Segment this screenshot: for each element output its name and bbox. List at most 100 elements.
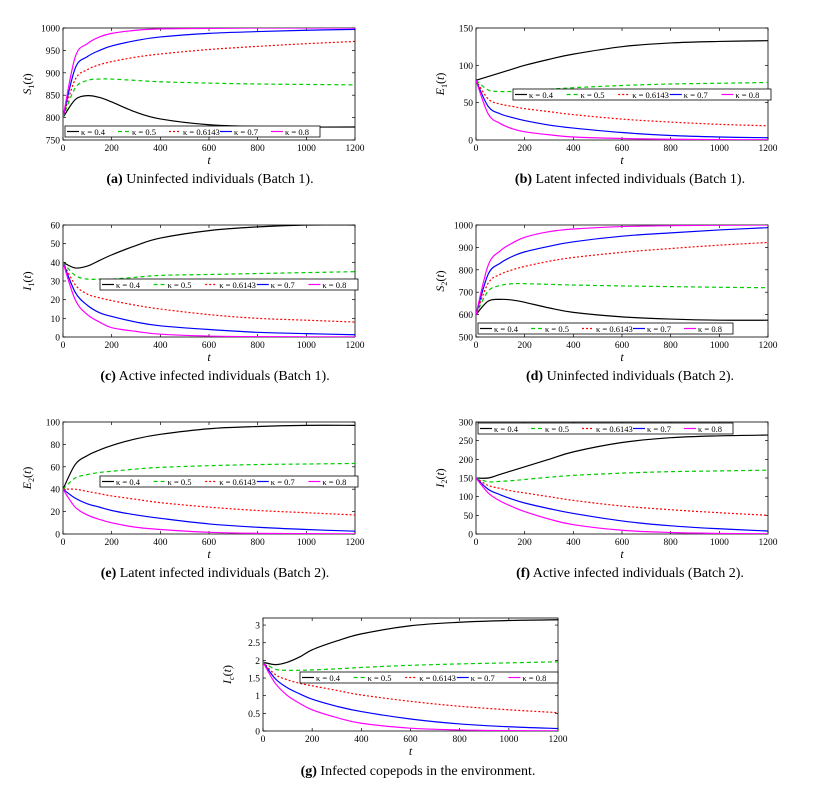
series-line-k05 bbox=[476, 469, 768, 483]
legend-box bbox=[64, 125, 321, 138]
series-line-k05 bbox=[63, 78, 355, 118]
x-tick-label: 400 bbox=[566, 341, 581, 351]
x-tick-label: 800 bbox=[251, 144, 266, 154]
x-tick-label: 200 bbox=[518, 538, 533, 548]
series-line-k06143 bbox=[263, 661, 558, 714]
y-tick-label: 0 bbox=[468, 137, 473, 147]
x-tick-label: 0 bbox=[61, 341, 66, 351]
y-axis-label: I1(t) bbox=[20, 271, 36, 291]
x-tick-label: 1200 bbox=[549, 735, 568, 745]
x-tick-label: 0 bbox=[474, 341, 479, 351]
y-tick-label: 850 bbox=[46, 92, 61, 102]
x-tick-label: 600 bbox=[403, 735, 418, 745]
y-axis-label: E1(t) bbox=[433, 73, 449, 97]
series-line-k06143 bbox=[63, 262, 355, 323]
y-tick-label: 0.5 bbox=[248, 710, 260, 720]
plot-frame bbox=[62, 27, 356, 141]
legend: κ = 0.4 κ = 0.5 κ = 0.6143 κ = 0.7 κ = 0.8 bbox=[64, 125, 321, 138]
y-tick-label: 60 bbox=[51, 463, 61, 473]
series-line-k07 bbox=[476, 227, 768, 315]
x-axis-label: t bbox=[620, 350, 624, 364]
figure-caption: (b) Latent infected individuals (Batch 1… bbox=[515, 172, 745, 187]
x-tick-label: 200 bbox=[105, 538, 120, 548]
legend-label: κ = 0.4 bbox=[529, 90, 554, 100]
series-line-k08 bbox=[263, 661, 558, 731]
series-line-k05 bbox=[63, 462, 355, 490]
x-tick-label: 1000 bbox=[297, 341, 316, 351]
legend-label: κ = 0.8 bbox=[735, 90, 759, 100]
x-tick-label: 1200 bbox=[759, 144, 778, 154]
legend: κ = 0.4 κ = 0.5 κ = 0.6143 κ = 0.7 κ = 0.8 bbox=[477, 322, 734, 335]
y-tick-label: 700 bbox=[459, 289, 474, 299]
x-tick-label: 1000 bbox=[710, 341, 729, 351]
x-tick-label: 1000 bbox=[499, 735, 518, 745]
x-tick-label: 600 bbox=[202, 341, 217, 351]
x-tick-label: 1200 bbox=[346, 341, 365, 351]
x-tick-label: 400 bbox=[153, 341, 168, 351]
legend-label: κ = 0.8 bbox=[522, 673, 546, 683]
series-line-k05 bbox=[476, 282, 768, 315]
legend-label: κ = 0.8 bbox=[322, 280, 346, 290]
y-tick-label: 100 bbox=[459, 62, 474, 72]
y-tick-label: 900 bbox=[459, 244, 474, 254]
x-tick-label: 800 bbox=[664, 341, 679, 351]
x-tick-label: 200 bbox=[305, 735, 320, 745]
y-tick-label: 800 bbox=[459, 266, 474, 276]
legend-label: κ = 0.5 bbox=[168, 280, 192, 290]
legend-label: κ = 0.6143 bbox=[219, 477, 256, 487]
series-line-k06143 bbox=[63, 40, 355, 118]
figure-caption: (g) Infected copepods in the environment… bbox=[301, 764, 536, 779]
caption-text: Active infected individuals (Batch 1). bbox=[116, 369, 330, 384]
x-tick-label: 800 bbox=[664, 144, 679, 154]
legend-label: κ = 0.7 bbox=[271, 280, 295, 290]
series-line-k08 bbox=[476, 225, 768, 315]
series-line-k06143 bbox=[476, 477, 768, 516]
series-line-k07 bbox=[263, 661, 558, 730]
legend-label: κ = 0.4 bbox=[116, 280, 141, 290]
legend-box bbox=[299, 671, 559, 684]
y-tick-label: 30 bbox=[51, 278, 61, 288]
y-axis-label: S2(t) bbox=[433, 270, 449, 291]
legend-label: κ = 0.7 bbox=[647, 424, 671, 434]
x-tick-label: 0 bbox=[474, 538, 479, 548]
x-tick-label: 600 bbox=[202, 144, 217, 154]
y-tick-label: 10 bbox=[51, 315, 61, 325]
y-tick-label: 40 bbox=[51, 486, 61, 496]
y-tick-label: 1.5 bbox=[248, 675, 260, 685]
series-line-k04 bbox=[263, 619, 558, 666]
y-tick-label: 500 bbox=[459, 334, 474, 344]
y-tick-label: 0 bbox=[255, 728, 260, 738]
legend-label: κ = 0.8 bbox=[322, 477, 346, 487]
figure-caption: (d) Uninfected individuals (Batch 2). bbox=[526, 369, 734, 384]
caption-letter: (f) bbox=[516, 566, 530, 581]
y-tick-label: 150 bbox=[459, 475, 474, 485]
legend-label: κ = 0.6143 bbox=[419, 673, 456, 683]
panel-a: 0 200 400 600 800 1000 1200 750 800 850 900 950 1000… bbox=[20, 25, 365, 188]
series-line-k05 bbox=[263, 661, 558, 671]
x-tick-label: 800 bbox=[251, 538, 266, 548]
panel-e: 0 200 400 600 800 1000 1200 0 20 40 60 80 100 t E2(t) κ… bbox=[20, 419, 365, 582]
x-tick-label: 400 bbox=[354, 735, 369, 745]
series-line-k06143 bbox=[476, 79, 768, 127]
y-tick-label: 2 bbox=[255, 657, 260, 667]
x-tick-label: 1200 bbox=[346, 538, 365, 548]
legend: κ = 0.4 κ = 0.5 κ = 0.6143 κ = 0.7 κ = 0.8 bbox=[299, 671, 559, 684]
series-line-k08 bbox=[476, 477, 768, 534]
figure-caption: (a) Uninfected individuals (Batch 1). bbox=[106, 172, 313, 187]
legend-label: κ = 0.7 bbox=[647, 324, 671, 334]
panel-g: 0 200 400 600 800 1000 1200 0 0.5 1 1.5 2 2.5 3 t Ic(t)… bbox=[220, 617, 568, 779]
legend-label: κ = 0.5 bbox=[132, 127, 156, 137]
y-tick-label: 0 bbox=[55, 334, 60, 344]
caption-text: Uninfected individuals (Batch 2). bbox=[543, 369, 734, 384]
x-tick-label: 200 bbox=[518, 341, 533, 351]
legend-label: κ = 0.6143 bbox=[183, 127, 220, 137]
legend-label: κ = 0.5 bbox=[581, 90, 605, 100]
x-tick-label: 200 bbox=[518, 144, 533, 154]
y-tick-label: 100 bbox=[46, 419, 61, 429]
y-tick-label: 250 bbox=[459, 437, 474, 447]
x-tick-label: 400 bbox=[153, 144, 168, 154]
plot-frame bbox=[475, 27, 769, 141]
panel-d: 0 200 400 600 800 1000 1200 500 600 700 800 900 1000… bbox=[433, 222, 778, 385]
legend-label: κ = 0.6143 bbox=[219, 280, 256, 290]
